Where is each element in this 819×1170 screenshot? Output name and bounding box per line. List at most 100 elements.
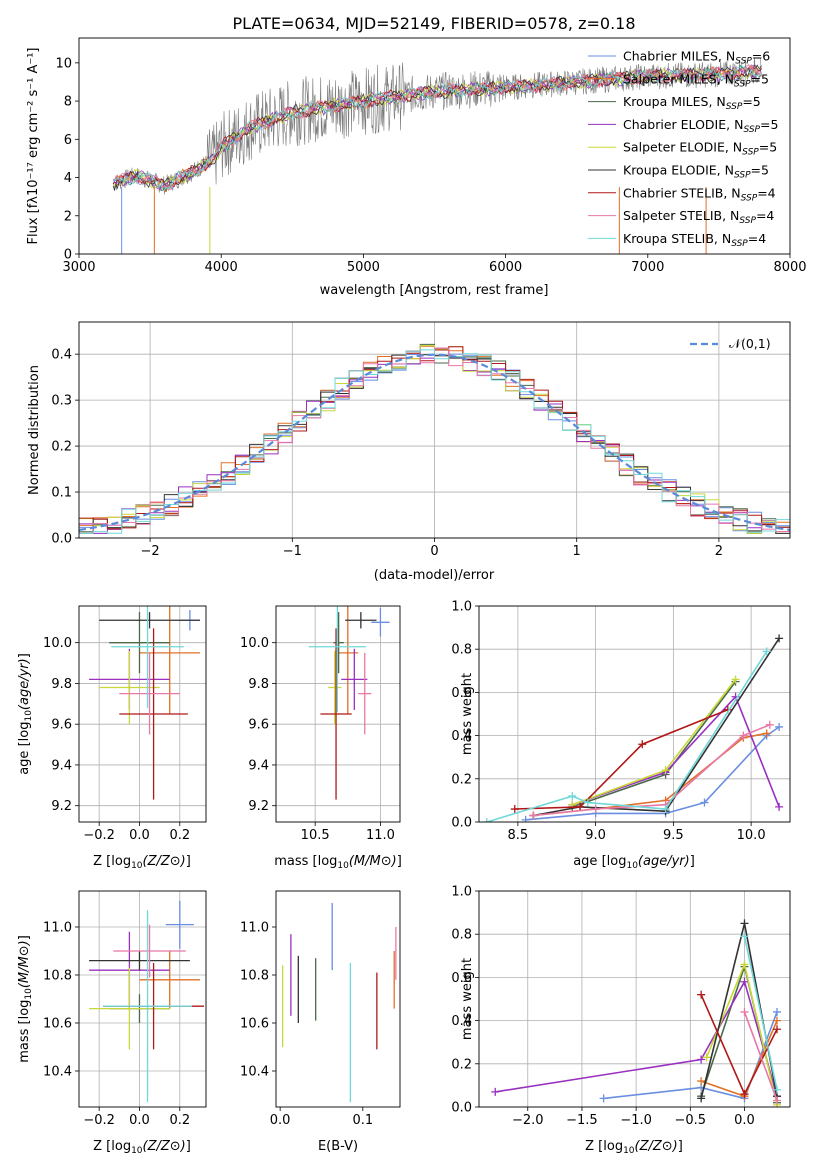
x-tick-label: 10.5 [301,828,330,843]
x-tick-label: 3000 [62,260,95,275]
weight-point [576,802,585,811]
x-tick-label: 0.0 [270,1113,291,1128]
panel-mass_vs_Z: −0.2 0.0 0.2 10.4 10.6 10.8 11.0 Z [log10(Z/Z⊙)… [17,890,207,1156]
weight-series [572,695,780,808]
x-tick-label: 6000 [489,260,522,275]
axes-frame [78,605,207,823]
y-axis-label: mass [log10(M/M⊙)] [17,935,34,1063]
y-tick-label: 8 [64,95,72,110]
weight-point [772,1025,781,1034]
y-tick-label: 0.0 [451,816,472,831]
x-tick-label: 9.5 [663,828,684,843]
normal-curve [79,353,790,531]
weight-point [772,1096,781,1105]
x-tick-label: 0.0 [129,1113,150,1128]
plot-area-age_vs_mass [308,606,390,800]
panel-mass_vs_ebv: 0.0 0.1 10.4 10.6 10.8 11.0 E(B-V) [240,890,401,1154]
figure-title: PLATE=0634, MJD=52149, FIBERID=0578, z=0… [232,14,635,33]
weight-point [599,1094,608,1103]
y-tick-label: 9.8 [248,677,269,692]
x-tick-label: −2.0 [512,1113,544,1128]
y-tick-label: 0.0 [451,1101,472,1116]
x-tick-label: 0.2 [169,1113,190,1128]
y-tick-label: 10.8 [240,969,269,984]
y-tick-label: 9.8 [51,677,72,692]
weight-point [697,1077,706,1086]
x-tick-label: 8.5 [508,828,529,843]
weight-point [661,766,670,775]
weight-series [514,708,729,810]
weight-point [775,802,784,811]
y-axis-label: Normed distribution [27,365,42,495]
y-tick-label: 0.8 [451,643,472,658]
legend-label: Salpeter ELODIE, NSSP=5 [623,140,777,158]
y-tick-label: 0.0 [51,532,72,547]
y-tick-label: 9.2 [51,799,72,814]
y-tick-label: 0.4 [51,348,72,363]
x-tick-label: 1 [573,544,581,559]
y-tick-label: 10.0 [240,636,269,651]
y-tick-label: 10.0 [43,636,72,651]
legend-label: Salpeter MILES, NSSP=5 [623,71,769,89]
weight-point [740,1090,749,1099]
y-tick-label: 10.8 [43,969,72,984]
y-tick-label: 9.4 [248,758,269,773]
x-tick-label: 0.0 [734,1113,755,1128]
x-tick-label: −0.2 [83,1113,115,1128]
weight-point [568,792,577,801]
panel-residuals: −2 −1 0 1 2 0.0 0.1 0.2 0.3 0.4 𝒩(0,1) (data-model)… [27,321,791,583]
weight-point [697,1055,706,1064]
y-tick-label: 1.0 [451,885,472,900]
legend-label: Kroupa MILES, NSSP=5 [623,94,761,112]
model-spectrum [112,64,762,192]
legend-label: Salpeter STELIB, NSSP=4 [623,208,774,226]
x-axis-label: mass [log10(M/M⊙)] [274,854,402,871]
weight-series [700,923,778,1099]
weight-series [743,1011,778,1101]
weight-series [572,681,737,808]
x-tick-label: 0.0 [129,828,150,843]
y-axis-label: mass weight [460,958,475,1040]
y-tick-label: 0.3 [51,394,72,409]
axes-frame [478,605,791,823]
weight-series [495,979,778,1097]
y-tick-label: 0.4 [451,1014,472,1029]
x-tick-label: −0.5 [675,1113,707,1128]
x-tick-label: −1 [283,544,302,559]
weight-series [743,936,778,1090]
weight-point [482,818,491,822]
plot-area-mass_vs_ebv [281,903,397,1103]
legend-label: Chabrier MILES, NSSP=6 [623,49,770,67]
plot-area-mass_vs_Z [89,900,204,1103]
plot-area-weight_vs_age [482,634,784,822]
y-tick-label: 10.6 [43,1017,72,1032]
x-tick-label: −1.5 [566,1113,598,1128]
weight-series [486,650,768,822]
y-tick-label: 0.6 [451,686,472,701]
x-tick-label: 0.1 [352,1113,373,1128]
weight-point [739,731,748,740]
plot-area-age_vs_Z [89,606,200,800]
y-tick-label: 9.2 [248,799,269,814]
weight-point [765,720,774,729]
x-tick-label: −1.0 [620,1113,652,1128]
y-tick-label: 4 [64,171,72,186]
model-spectrum [112,64,762,192]
panel-weight_vs_age: 8.5 9.0 9.5 10.0 0.0 0.2 0.4 0.6 0.8 1.0 age [log1… [451,600,791,871]
x-tick-label: 10.0 [737,828,766,843]
legend-label: 𝒩(0,1) [729,336,771,351]
weight-point [740,1007,749,1016]
axes-frame [275,605,401,823]
y-tick-label: 0 [64,248,72,263]
axes-frame [78,890,207,1108]
y-tick-label: 0.1 [51,486,72,501]
panel-weight_vs_Z: −2.0 −1.5 −1.0 −0.5 0.0 0.0 0.2 0.4 0.6 0.8 1.0 Z [… [451,885,791,1156]
x-tick-label: 0.2 [169,828,190,843]
y-tick-label: 11.0 [43,921,72,936]
weight-series [533,637,780,817]
model-spectrum [113,63,762,191]
x-tick-label: 8000 [773,260,806,275]
axes-frame [78,37,791,255]
y-tick-label: 0.2 [451,772,472,787]
panel-age_vs_Z: −0.2 0.0 0.2 9.2 9.4 9.6 9.8 10.0 Z [log10(Z/Z⊙)… [17,605,207,871]
